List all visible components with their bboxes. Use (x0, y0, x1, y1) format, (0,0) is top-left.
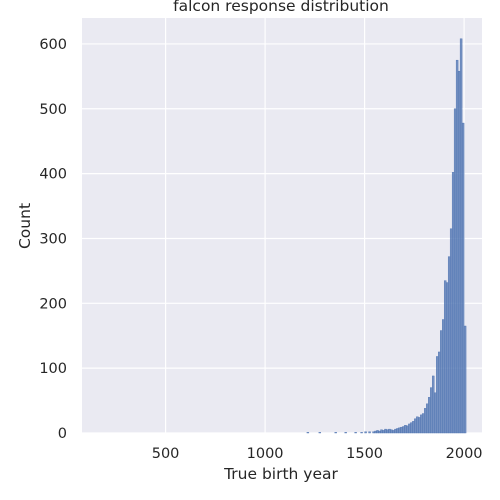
histogram-bar (456, 60, 458, 433)
y-tick-label: 500 (39, 102, 67, 118)
histogram-bar (394, 429, 396, 433)
histogram-bar (462, 123, 464, 433)
histogram-bar (428, 397, 430, 433)
histogram-bar (392, 430, 394, 433)
histogram-bar (436, 356, 438, 433)
histogram-bar (379, 431, 381, 433)
y-tick-label: 300 (39, 231, 67, 247)
histogram-bar (454, 109, 456, 433)
histogram-bar (414, 419, 416, 433)
histogram-bar (410, 423, 412, 433)
histogram-bar (386, 430, 388, 433)
histogram-bar (420, 415, 422, 433)
histogram-bar (422, 414, 424, 433)
histogram-bar (400, 427, 402, 433)
y-tick-label: 0 (58, 426, 67, 442)
histogram-bar (408, 424, 410, 433)
chart-title: falcon response distribution (173, 0, 389, 15)
y-tick-label: 100 (39, 361, 67, 377)
plot-background (82, 18, 482, 433)
histogram-bar (390, 430, 392, 433)
histogram-bar (375, 431, 377, 433)
x-tick-label: 500 (152, 446, 180, 462)
y-tick-labels: 0 100 200 300 400 500 600 (39, 37, 67, 442)
histogram-bar (412, 421, 414, 433)
histogram-bar (361, 432, 363, 433)
histogram-bar (381, 430, 383, 433)
histogram-bar (418, 417, 420, 433)
histogram-bar (388, 429, 390, 433)
x-tick-label: 2000 (446, 446, 483, 462)
x-tick-label: 1000 (247, 446, 284, 462)
histogram-bar (335, 432, 337, 433)
histogram-bar (319, 432, 321, 433)
y-tick-label: 400 (39, 167, 67, 183)
x-tick-labels: 500 1000 1500 2000 (152, 446, 483, 462)
histogram-bar (446, 283, 448, 433)
histogram-bar (464, 326, 466, 433)
histogram-bar (440, 331, 442, 433)
x-tick-label: 1500 (346, 446, 383, 462)
histogram-bar (345, 432, 347, 433)
histogram-bar (434, 393, 436, 433)
histogram-bar (460, 39, 462, 433)
histogram-bar (355, 432, 357, 433)
y-axis-label: Count (16, 203, 34, 249)
histogram-bar (398, 428, 400, 433)
histogram-bar (450, 229, 452, 433)
histogram-bar (365, 432, 367, 433)
histogram-bar (458, 71, 460, 433)
histogram-bar (373, 432, 375, 433)
histogram-bar (406, 426, 408, 433)
histogram-bar (430, 388, 432, 433)
histogram-bar (424, 408, 426, 433)
histogram-bar (432, 376, 434, 433)
histogram-bar (416, 417, 418, 433)
histogram-bar (396, 428, 398, 433)
histogram-bar (444, 281, 446, 433)
histogram-bar (426, 404, 428, 433)
histogram-bar (369, 432, 371, 433)
y-tick-label: 600 (39, 37, 67, 53)
histogram-bar (402, 427, 404, 433)
y-tick-label: 200 (39, 296, 67, 312)
histogram-bar (448, 257, 450, 433)
histogram-bar (438, 352, 440, 433)
histogram-bar (377, 430, 379, 433)
histogram-bar (307, 432, 309, 433)
histogram-bar (404, 425, 406, 433)
histogram-bar (452, 172, 454, 433)
x-axis-label: True birth year (223, 465, 338, 483)
histogram-bar (442, 320, 444, 433)
histogram-bar (384, 429, 386, 433)
histogram-bar (382, 430, 384, 433)
